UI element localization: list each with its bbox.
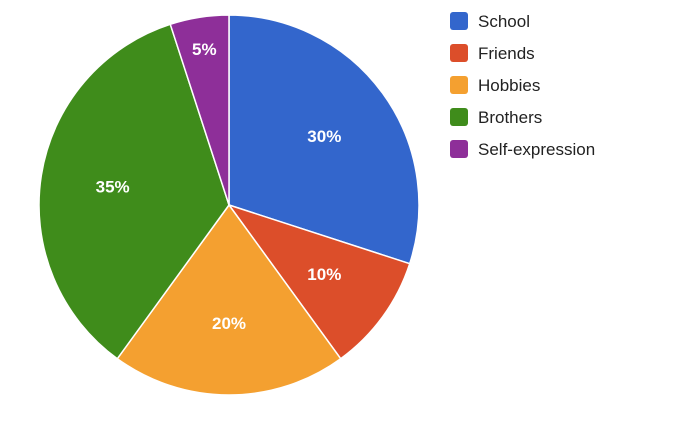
pie-slice-hobbies <box>116 204 342 396</box>
legend-item-brothers: Brothers <box>450 108 542 127</box>
legend-label-school: School <box>478 12 530 31</box>
legend-item-friends: Friends <box>450 44 535 63</box>
pie-slice-self-expression <box>169 14 230 206</box>
pie-slice-school <box>228 14 420 265</box>
slice-label-self-expression: 5% <box>192 40 217 59</box>
legend-swatch-brothers <box>450 108 468 126</box>
pie-slice-friends <box>228 204 411 360</box>
legend-label-hobbies: Hobbies <box>478 76 540 95</box>
legend-item-school: School <box>450 12 530 31</box>
legend-item-hobbies: Hobbies <box>450 76 540 95</box>
slice-label-hobbies: 20% <box>212 314 246 333</box>
pie-slice-brothers <box>38 23 230 360</box>
legend-swatch-self-expression <box>450 140 468 158</box>
slice-label-school: 30% <box>307 127 341 146</box>
pie-slice-labels: 30% 10% 20% 35% 5% <box>96 40 342 333</box>
legend: School Friends Hobbies Brothers Self-express… <box>450 12 595 159</box>
legend-swatch-school <box>450 12 468 30</box>
legend-label-self-expression: Self-expression <box>478 140 595 159</box>
slice-label-brothers: 35% <box>96 178 130 197</box>
legend-item-self-expression: Self-expression <box>450 140 595 159</box>
legend-swatch-hobbies <box>450 76 468 94</box>
slice-label-friends: 10% <box>307 265 341 284</box>
legend-swatch-friends <box>450 44 468 62</box>
legend-label-brothers: Brothers <box>478 108 542 127</box>
pie-slices <box>38 14 420 396</box>
legend-label-friends: Friends <box>478 44 535 63</box>
